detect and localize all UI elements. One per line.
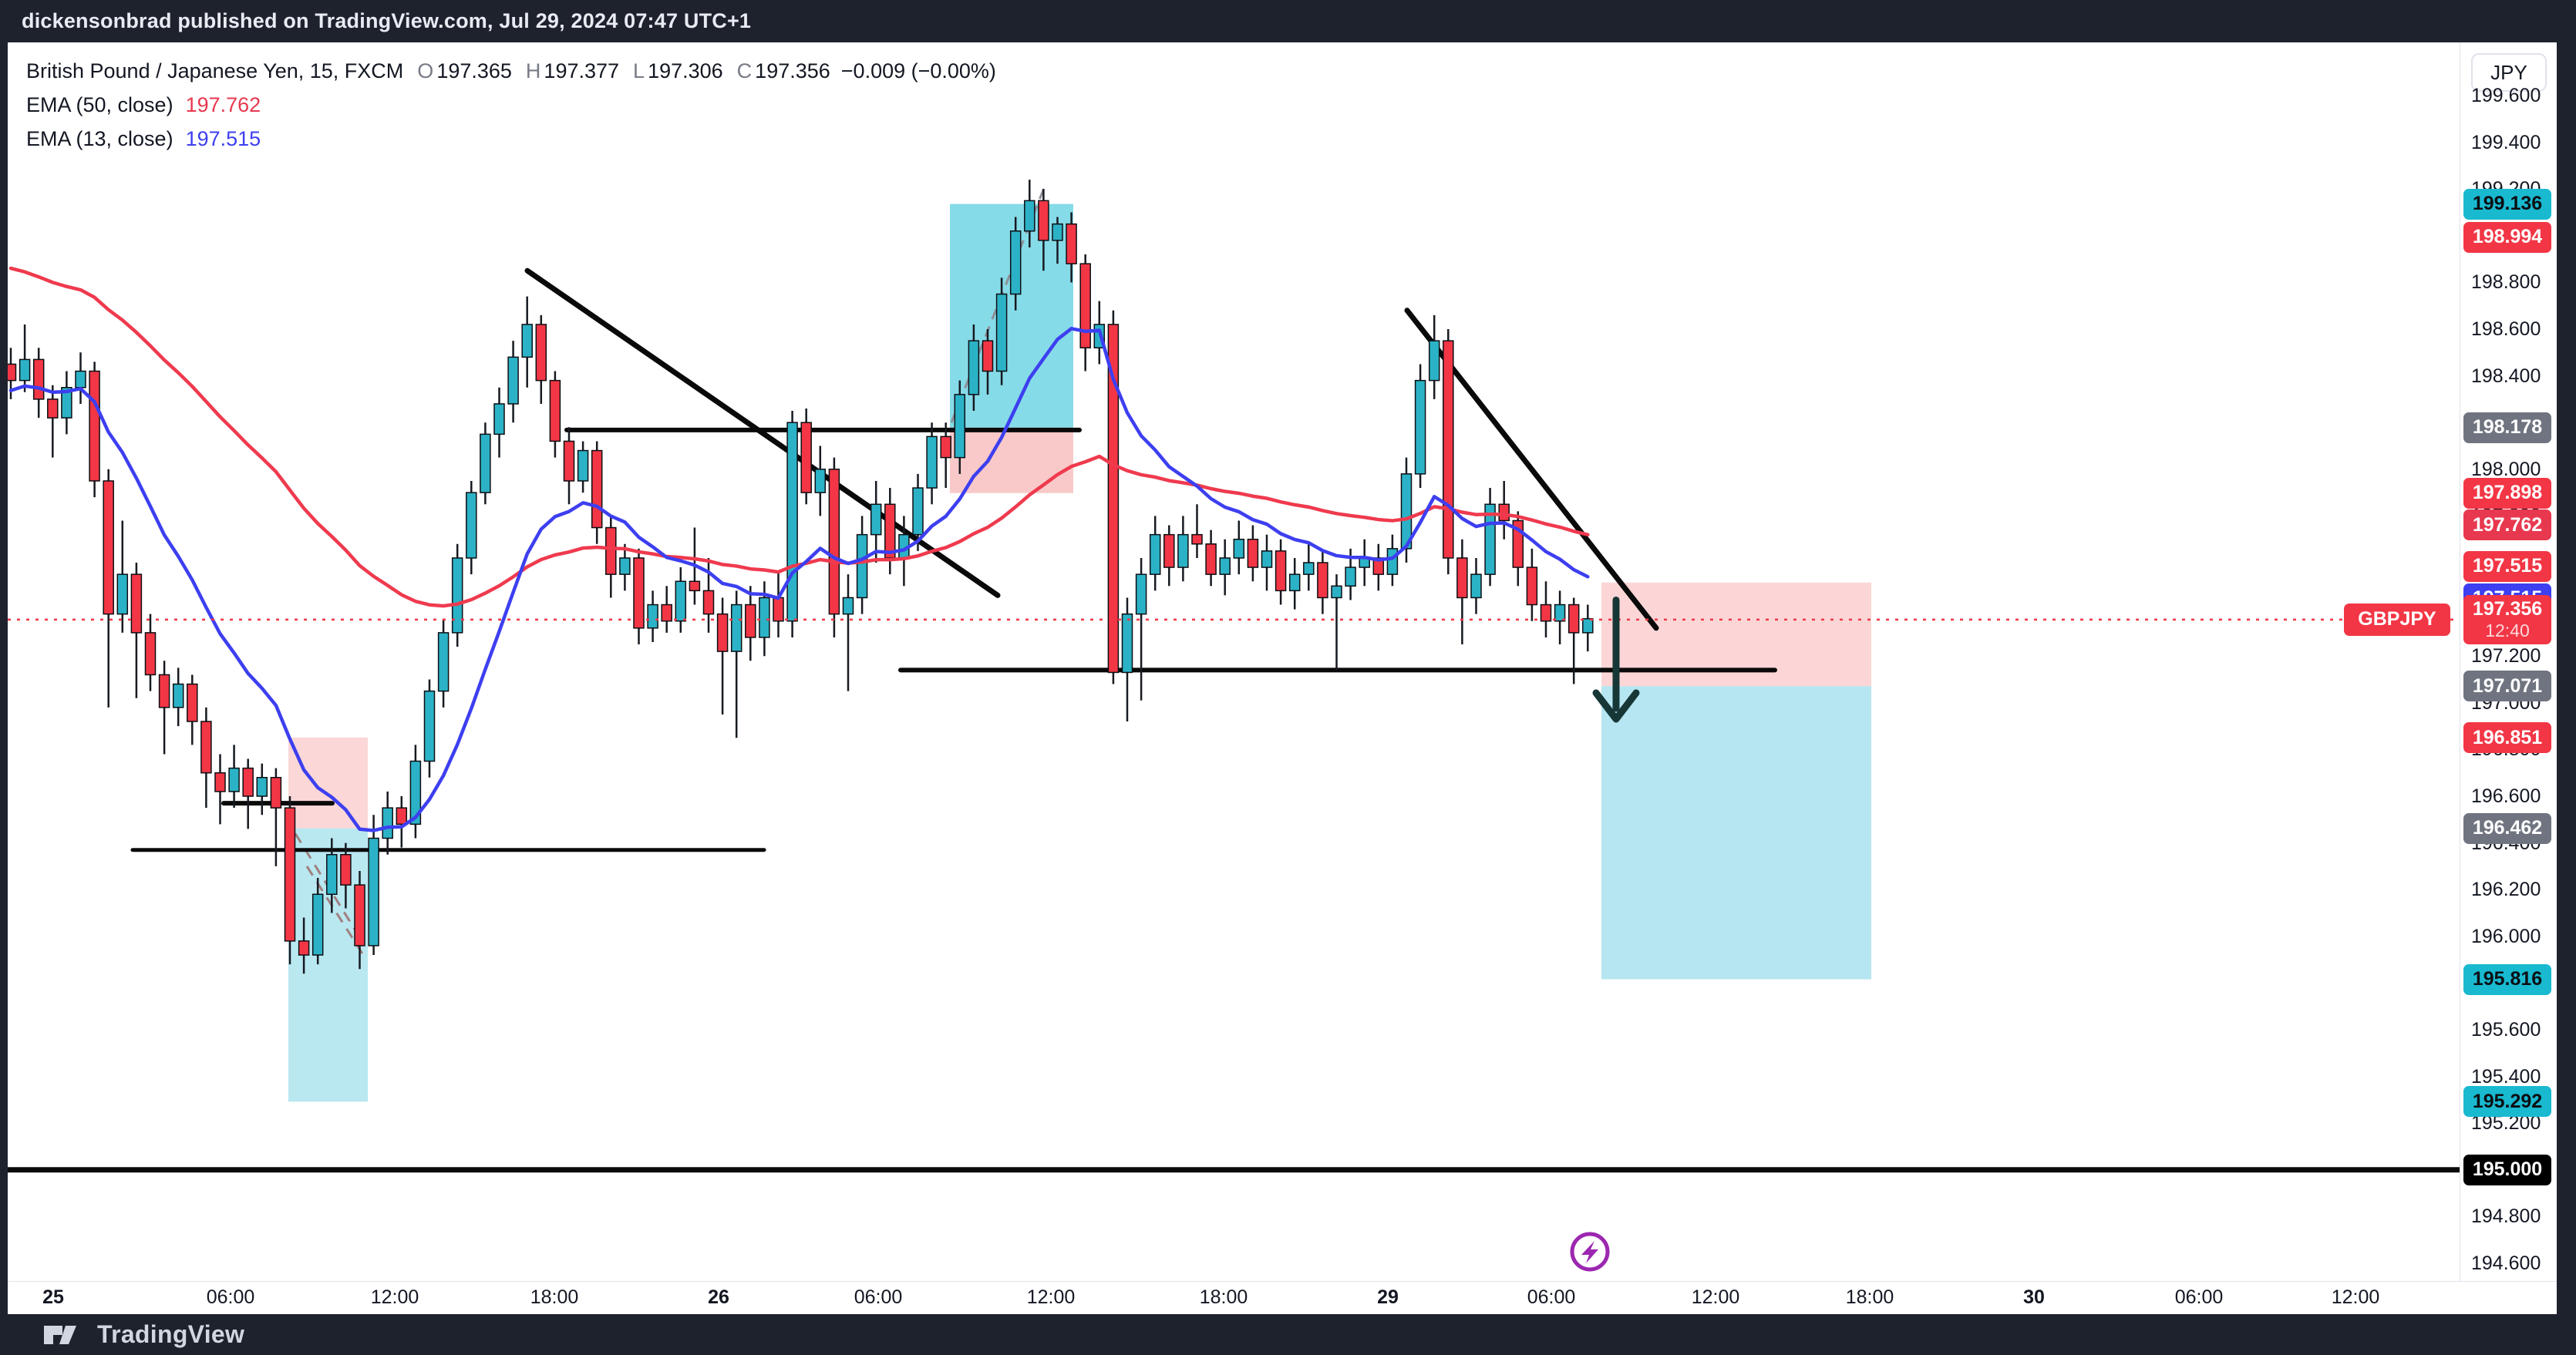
ema50-line [8,266,1590,608]
price-label-badge: 199.136 [2463,188,2551,220]
price-label-badge: 198.994 [2463,221,2551,253]
low-label: L [633,59,645,82]
time-label-day: 29 [1377,1286,1399,1308]
time-label: 12:00 [370,1286,419,1308]
ema13-value: 197.515 [185,126,261,150]
chart-panel: British Pound / Japanese Yen, 15, FXCM O… [8,42,2557,1314]
brand-text[interactable]: TradingView [97,1320,245,1348]
price-label-badge: 195.816 [2463,963,2551,995]
ema13-label: EMA (13, close) [26,126,173,150]
time-axis-separator [8,1281,2557,1282]
price-tick: 199.400 [2471,131,2541,153]
price-tick: 198.600 [2471,318,2541,340]
time-axis[interactable]: 25 06:00 12:00 18:00 26 06:00 12:00 18:00 29 06:0… [8,1282,2460,1314]
price-label-badge: 196.462 [2463,812,2551,844]
price-tick: 194.800 [2471,1205,2541,1228]
close-label: C [736,59,753,82]
chart-canvas[interactable] [8,42,2557,1314]
price-tick: 196.600 [2471,785,2541,807]
time-label: 06:00 [206,1286,255,1308]
price-tick: 199.600 [2471,85,2541,106]
current-price-value: 197.356 [2472,598,2543,620]
ema50-value: 197.762 [185,92,261,116]
ema50-legend-row[interactable]: EMA (50, close) 197.762 [26,89,996,121]
time-label: 12:00 [1691,1286,1740,1308]
time-label: 18:00 [530,1286,579,1308]
price-axis[interactable]: JPY 199.600199.400199.200199.000198.8001… [2460,42,2557,1281]
time-label: 06:00 [2174,1286,2224,1308]
time-label-day: 30 [2023,1286,2045,1308]
price-label-badge: 197.898 [2463,477,2551,509]
right-target-teal [1601,686,1871,980]
ema13-line [8,327,1590,832]
price-label-badge: 196.851 [2463,721,2551,753]
lightning-marker[interactable] [1570,1232,1610,1272]
price-label-badge: 197.762 [2463,509,2551,540]
symbol-legend-row[interactable]: British Pound / Japanese Yen, 15, FXCM O… [26,55,996,87]
low-value: 197.306 [648,59,723,82]
price-label-badge: 197.071 [2463,671,2551,702]
price-tick: 195.600 [2471,1019,2541,1041]
price-tick: 198.800 [2471,271,2541,294]
change-value: −0.009 (−0.00%) [840,59,996,82]
left-supply-pink [288,737,368,829]
candles-layer [8,180,1594,974]
open-value: 197.365 [436,59,512,82]
time-label-day: 26 [708,1286,729,1308]
price-label-badge: 195.000 [2463,1154,2551,1185]
sell-arrow-head [1592,689,1640,723]
open-label: O [417,59,434,82]
price-label-badge: 198.178 [2463,412,2551,443]
tradingview-logo-icon[interactable] [43,1320,83,1350]
price-tick: 195.400 [2471,1065,2541,1088]
footer-bar: TradingView [0,1314,2576,1355]
price-tick: 198.400 [2471,365,2541,387]
current-price-badge: 197.356 12:40 [2463,594,2551,644]
publisher-text: dickensonbrad published on TradingView.c… [22,9,752,32]
time-label: 06:00 [854,1286,903,1308]
time-label: 12:00 [1026,1286,1076,1308]
time-label: 18:00 [1845,1286,1894,1308]
symbol-price-tag: GBPJPY [2344,603,2450,636]
price-tick: 197.200 [2471,645,2541,667]
high-value: 197.377 [544,59,620,82]
price-label-badge: 197.515 [2463,550,2551,582]
price-tick: 196.200 [2471,879,2541,901]
time-label: 12:00 [2331,1286,2380,1308]
time-label-day: 25 [42,1286,64,1308]
time-label: 18:00 [1199,1286,1248,1308]
high-label: H [525,59,541,82]
currency-button[interactable]: JPY [2471,53,2547,92]
price-label-badge: 195.292 [2463,1086,2551,1118]
bar-countdown: 12:40 [2485,620,2530,641]
symbol-description: British Pound / Japanese Yen, 15, FXCM [26,59,404,82]
price-tick: 194.600 [2471,1252,2541,1274]
price-tick: 198.000 [2471,458,2541,480]
publisher-bar: dickensonbrad published on TradingView.c… [0,0,2576,42]
close-value: 197.356 [755,59,830,82]
ema13-legend-row[interactable]: EMA (13, close) 197.515 [26,123,996,155]
chart-legend: British Pound / Japanese Yen, 15, FXCM O… [26,55,996,155]
time-label: 06:00 [1527,1286,1576,1308]
ema50-label: EMA (50, close) [26,92,173,116]
price-tick: 196.000 [2471,925,2541,947]
